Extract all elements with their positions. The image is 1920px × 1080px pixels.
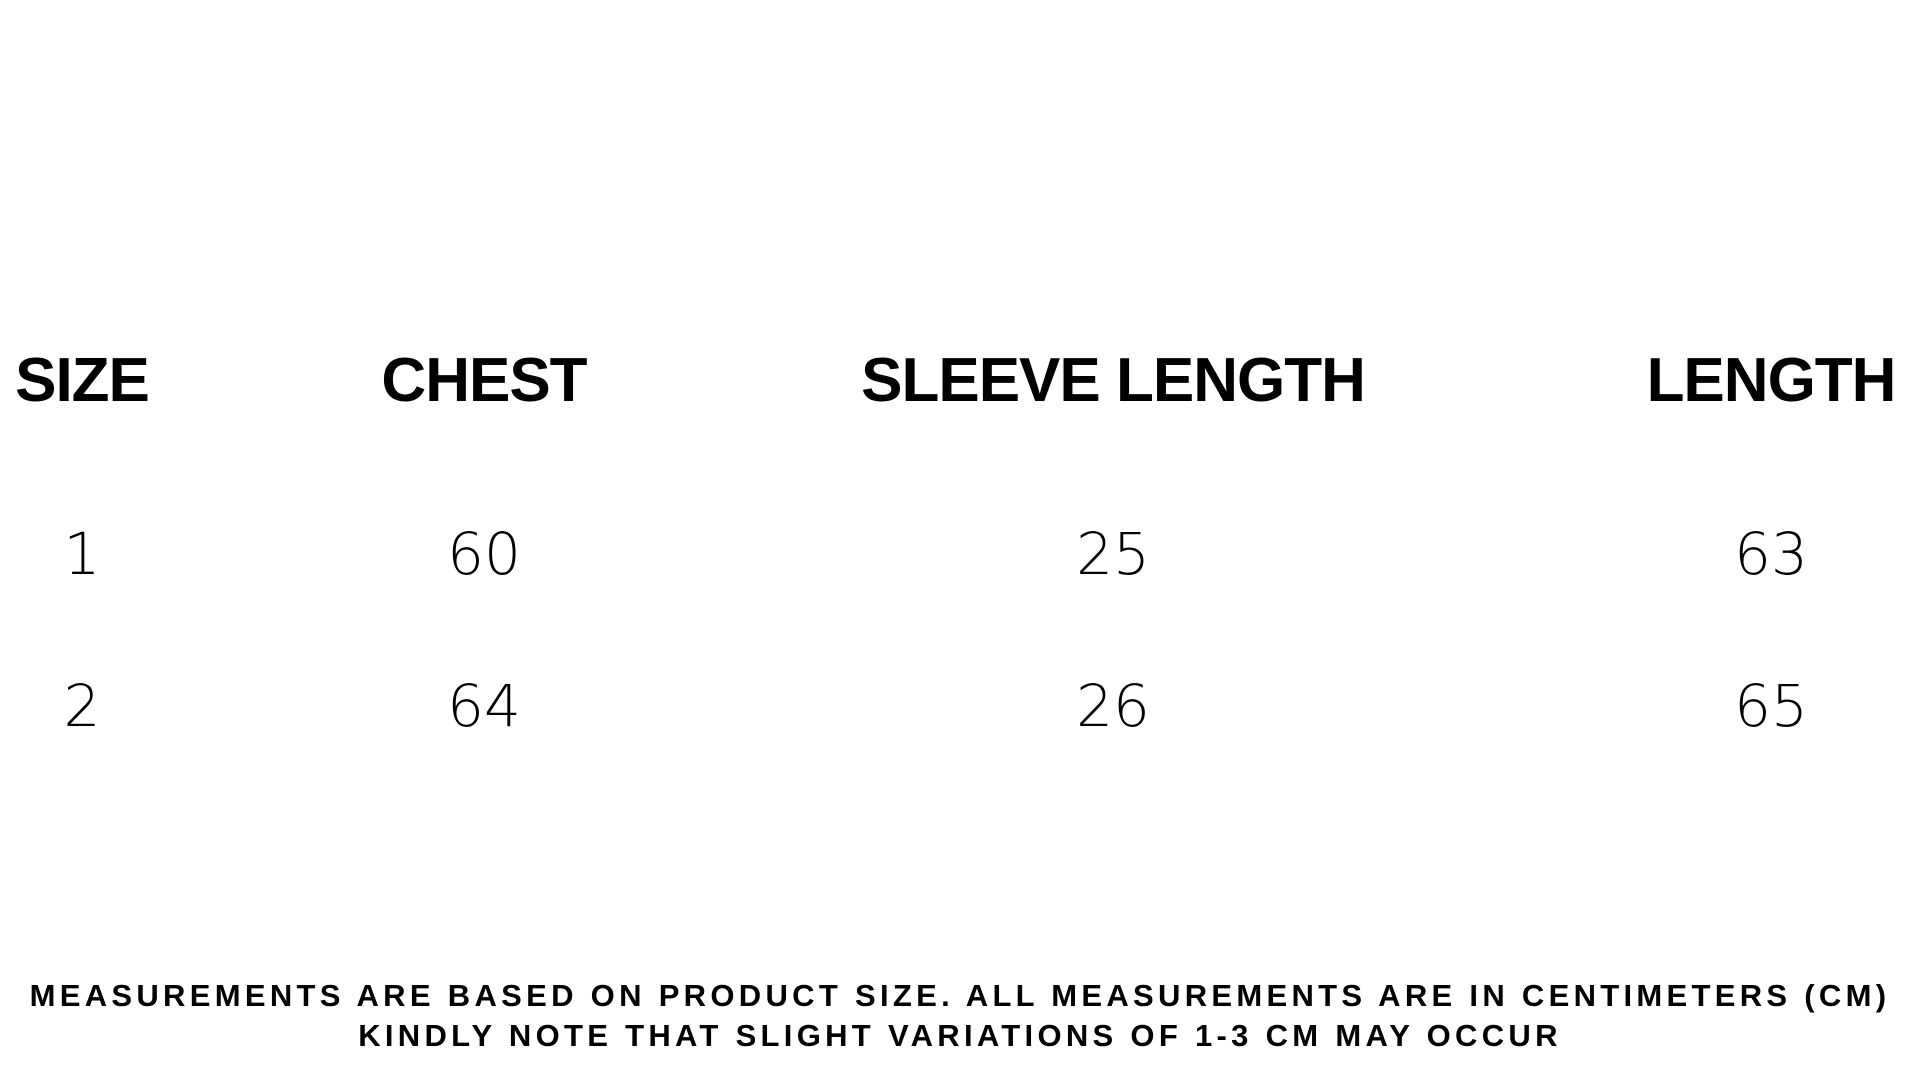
cell-size: 2 [63,672,101,740]
variation-note: KINDLY NOTE THAT SLIGHT VARIATIONS OF 1-… [358,1018,1562,1053]
cell-size: 1 [63,520,101,588]
header-size: SIZE [15,346,150,415]
header-sleeve-length: SLEEVE LENGTH [861,346,1366,415]
cell-length: 65 [1734,672,1808,740]
cell-chest: 64 [447,672,521,740]
header-chest: CHEST [381,346,587,415]
header-length: LENGTH [1646,346,1897,415]
cell-sleeve-length: 25 [1076,520,1150,588]
cell-sleeve-length: 26 [1076,672,1150,740]
cell-length: 63 [1734,520,1808,588]
cell-chest: 60 [447,520,521,588]
measurement-note: MEASUREMENTS ARE BASED ON PRODUCT SIZE. … [29,978,1891,1013]
